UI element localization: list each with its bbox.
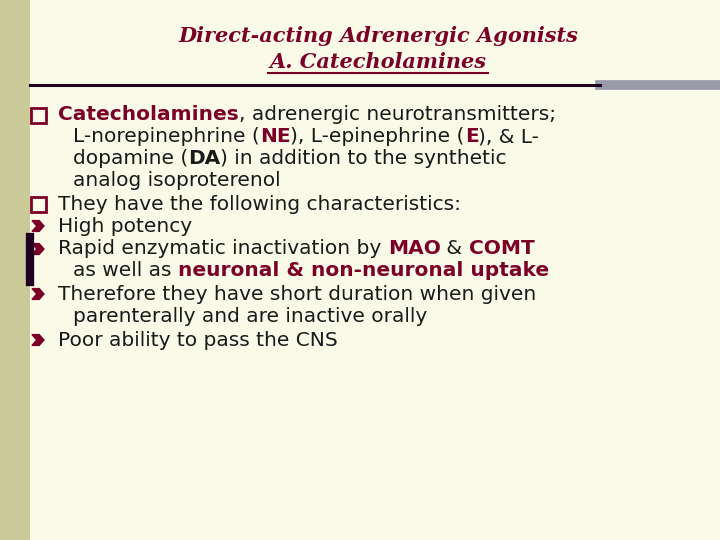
Text: ) in addition to the synthetic: ) in addition to the synthetic: [220, 150, 507, 168]
Text: Therefore they have short duration when given: Therefore they have short duration when …: [58, 285, 536, 303]
Text: ), L-epinephrine (: ), L-epinephrine (: [290, 127, 464, 146]
Text: Poor ability to pass the CNS: Poor ability to pass the CNS: [58, 330, 338, 349]
Text: MAO: MAO: [387, 240, 441, 259]
Text: &: &: [441, 240, 469, 259]
Polygon shape: [32, 335, 44, 346]
Text: as well as: as well as: [73, 261, 178, 280]
Polygon shape: [32, 244, 44, 254]
Bar: [30, 197, 45, 212]
Polygon shape: [0, 0, 30, 540]
Text: A. Catecholamines: A. Catecholamines: [269, 52, 487, 72]
Polygon shape: [32, 221, 44, 232]
Text: DA: DA: [188, 150, 220, 168]
Polygon shape: [32, 288, 44, 299]
Text: ), & L-: ), & L-: [479, 127, 539, 146]
Text: NE: NE: [260, 127, 290, 146]
Text: High potency: High potency: [58, 217, 192, 235]
Text: dopamine (: dopamine (: [73, 150, 188, 168]
Text: COMT: COMT: [469, 240, 535, 259]
Text: Catecholamines: Catecholamines: [58, 105, 239, 125]
Text: E: E: [464, 127, 479, 146]
Text: analog isoproterenol: analog isoproterenol: [73, 172, 281, 191]
Text: neuronal & non-neuronal uptake: neuronal & non-neuronal uptake: [178, 261, 549, 280]
Text: , adrenergic neurotransmitters;: , adrenergic neurotransmitters;: [239, 105, 556, 125]
Bar: [30, 107, 45, 123]
Text: Direct-acting Adrenergic Agonists: Direct-acting Adrenergic Agonists: [178, 26, 578, 46]
Text: L-norepinephrine (: L-norepinephrine (: [73, 127, 260, 146]
Text: Rapid enzymatic inactivation by: Rapid enzymatic inactivation by: [58, 240, 387, 259]
Text: parenterally and are inactive orally: parenterally and are inactive orally: [73, 307, 427, 326]
Text: They have the following characteristics:: They have the following characteristics:: [58, 194, 461, 213]
